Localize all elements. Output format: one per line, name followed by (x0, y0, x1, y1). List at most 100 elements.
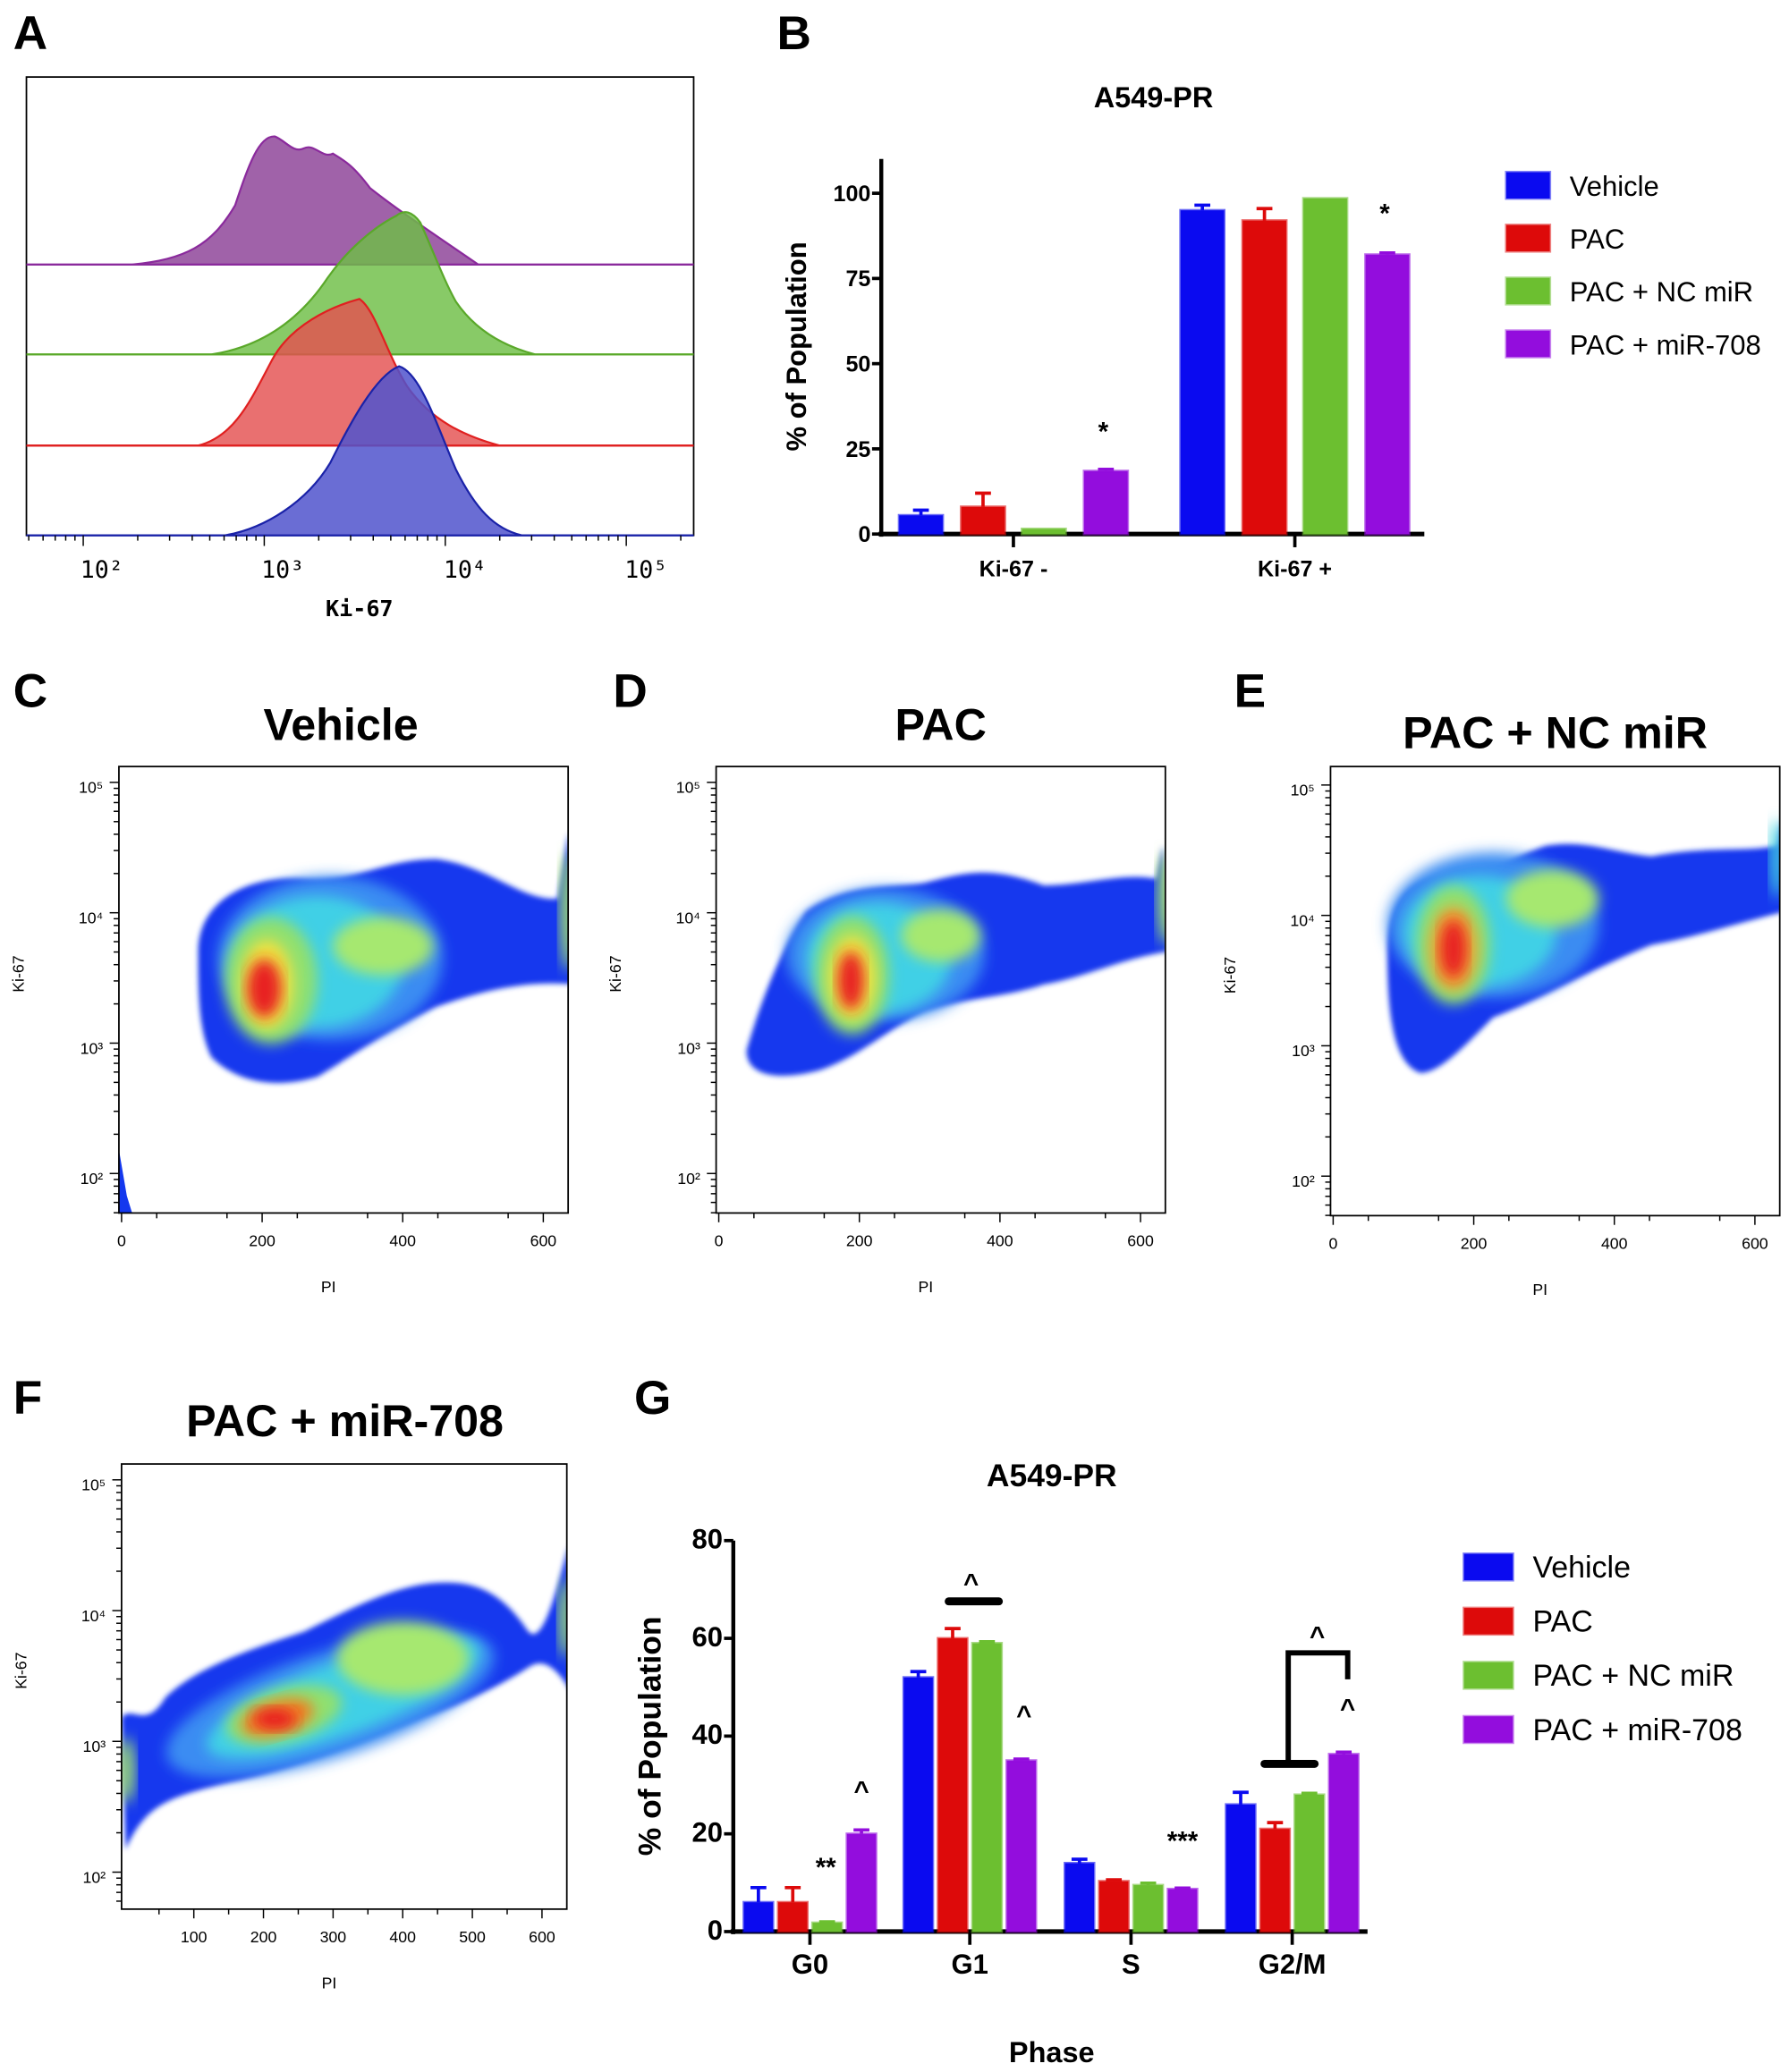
panel-label-g: G (634, 1372, 671, 1425)
bar-vehicle (1064, 1861, 1096, 1933)
panel-label-f: F (13, 1372, 42, 1425)
x-axis-label: PI (918, 1278, 933, 1296)
density-contour (121, 1551, 567, 1850)
category-label: G0 (792, 1949, 828, 1980)
flow-plot-title: PAC + NC miR (1403, 707, 1708, 757)
flow-plot-title: PAC + miR-708 (186, 1396, 504, 1446)
bar-pac (776, 1900, 809, 1933)
category-label: G1 (952, 1949, 988, 1980)
density-contour (118, 833, 569, 1214)
y-tick-label: 10² (81, 1170, 104, 1188)
y-tick-label: 10⁴ (1290, 911, 1314, 929)
x-tick-label: 10⁴ (444, 556, 487, 584)
y-tick-label: 10² (83, 1868, 106, 1886)
panel-label-b: B (777, 7, 811, 60)
legend-label: Vehicle (1532, 1551, 1631, 1585)
x-tick-label: 500 (459, 1928, 486, 1946)
flow-plot-pac: PAC 10⁵ 10⁴ 10³ 10² 0 200 400 600 PI Ki-67 (606, 700, 1166, 1296)
bar-pac-nc-mir (971, 1642, 1004, 1933)
chart-g-title: A549-PR (987, 1458, 1117, 1493)
y-tick-label: 75 (845, 266, 870, 292)
annotation-s-mir708: *** (1167, 1826, 1199, 1856)
legend-label: PAC (1532, 1605, 1592, 1639)
chart-b-title: A549-PR (1094, 81, 1214, 114)
x-tick-label: 600 (1127, 1231, 1154, 1249)
bar-pac-mir-708 (1364, 253, 1411, 536)
y-tick-label: 10⁴ (79, 909, 103, 927)
histogram-pac (26, 298, 694, 447)
y-tick-label: 40 (691, 1719, 722, 1750)
bar-pac-mir-708 (1166, 1887, 1199, 1933)
legend-item: Vehicle (1505, 170, 1659, 202)
y-tick-label: 10⁴ (81, 1607, 106, 1625)
legend-item: PAC + miR-708 (1505, 329, 1761, 360)
panel-label-e: E (1234, 665, 1266, 718)
legend-label: PAC (1570, 224, 1624, 255)
legend-label: Vehicle (1570, 171, 1659, 202)
chart-b-y-label: % of Population (781, 241, 812, 451)
category-label: Ki-67 - (979, 556, 1048, 581)
legend-label: PAC + miR-708 (1570, 329, 1761, 360)
legend-swatch (1505, 170, 1552, 200)
x-axis-label: PI (322, 1974, 337, 1992)
panel-label-c: C (13, 665, 47, 718)
plot-frame (121, 1463, 568, 1910)
x-tick-label: 600 (529, 1928, 555, 1946)
annotation-g0-nc: ** (816, 1853, 836, 1882)
legend-swatch (1505, 276, 1552, 306)
y-tick-label: 10⁵ (81, 1476, 106, 1494)
category-label: G2/M (1259, 1949, 1327, 1980)
legend-item: PAC (1505, 224, 1624, 255)
x-tick-label: 0 (117, 1231, 126, 1249)
bar-pac (937, 1636, 969, 1933)
y-tick-label: 10³ (81, 1039, 104, 1057)
flow-plot-title: PAC (895, 700, 987, 750)
histogram-nc-mir (26, 211, 694, 356)
legend-swatch (1463, 1714, 1514, 1745)
panel-label-d: D (613, 665, 647, 718)
legend-label: PAC + NC miR (1532, 1659, 1734, 1693)
bar-pac-mir-708 (1005, 1759, 1038, 1933)
x-tick-label: 200 (1461, 1234, 1488, 1252)
y-tick-label: 0 (858, 522, 870, 547)
x-tick-label: 600 (1742, 1234, 1768, 1252)
y-tick-label: 10⁵ (79, 779, 103, 797)
cell-cycle-bar-chart: A549-PR % of Population Phase ** ^ ^ ^ *… (632, 1458, 1742, 2068)
bar-pac-nc-mir (1301, 197, 1349, 536)
legend-swatch (1505, 224, 1552, 253)
bar-vehicle (1179, 208, 1226, 536)
bar-pac (1259, 1827, 1292, 1933)
bar-vehicle (897, 513, 945, 536)
annotation-g2m-mir708: ^ (1340, 1695, 1355, 1724)
panel-label-a: A (13, 7, 47, 60)
legend-swatch (1505, 329, 1552, 359)
x-tick-label: 200 (249, 1231, 276, 1249)
y-tick-label: 10⁵ (676, 779, 700, 797)
y-tick-label: 50 (845, 352, 870, 377)
x-tick-label: 400 (1601, 1234, 1628, 1252)
histogram-x-label: Ki-67 (326, 596, 394, 622)
annotation-g1-mir708: ^ (1016, 1701, 1031, 1730)
legend-label: PAC + miR-708 (1532, 1713, 1742, 1747)
x-tick-label: 0 (1328, 1234, 1337, 1252)
y-axis-label: Ki-67 (606, 955, 624, 992)
legend-swatch (1463, 1552, 1514, 1582)
bar-vehicle (742, 1900, 775, 1933)
legend-swatch (1463, 1661, 1514, 1690)
histogram-vehicle (26, 365, 694, 537)
legend-item: PAC (1463, 1605, 1593, 1639)
x-axis-label: PI (1532, 1281, 1547, 1298)
x-tick-label: 400 (389, 1231, 416, 1249)
flow-plot-pac-nc-mir: PAC + NC miR 10⁵ 10⁴ 10³ 10² 0 200 400 600 PI Ki-… (1221, 707, 1781, 1298)
bar-vehicle (902, 1676, 935, 1933)
bar-pac-nc-mir (1293, 1793, 1326, 1933)
bar-vehicle (1225, 1803, 1257, 1933)
category-label: S (1122, 1949, 1140, 1980)
bar-pac (1098, 1880, 1130, 1933)
plot-frame (118, 765, 570, 1214)
y-tick-label: 10³ (677, 1039, 700, 1057)
legend-item: PAC + NC miR (1463, 1659, 1734, 1693)
y-tick-label: 80 (691, 1524, 722, 1555)
legend-item: Vehicle (1463, 1551, 1631, 1585)
